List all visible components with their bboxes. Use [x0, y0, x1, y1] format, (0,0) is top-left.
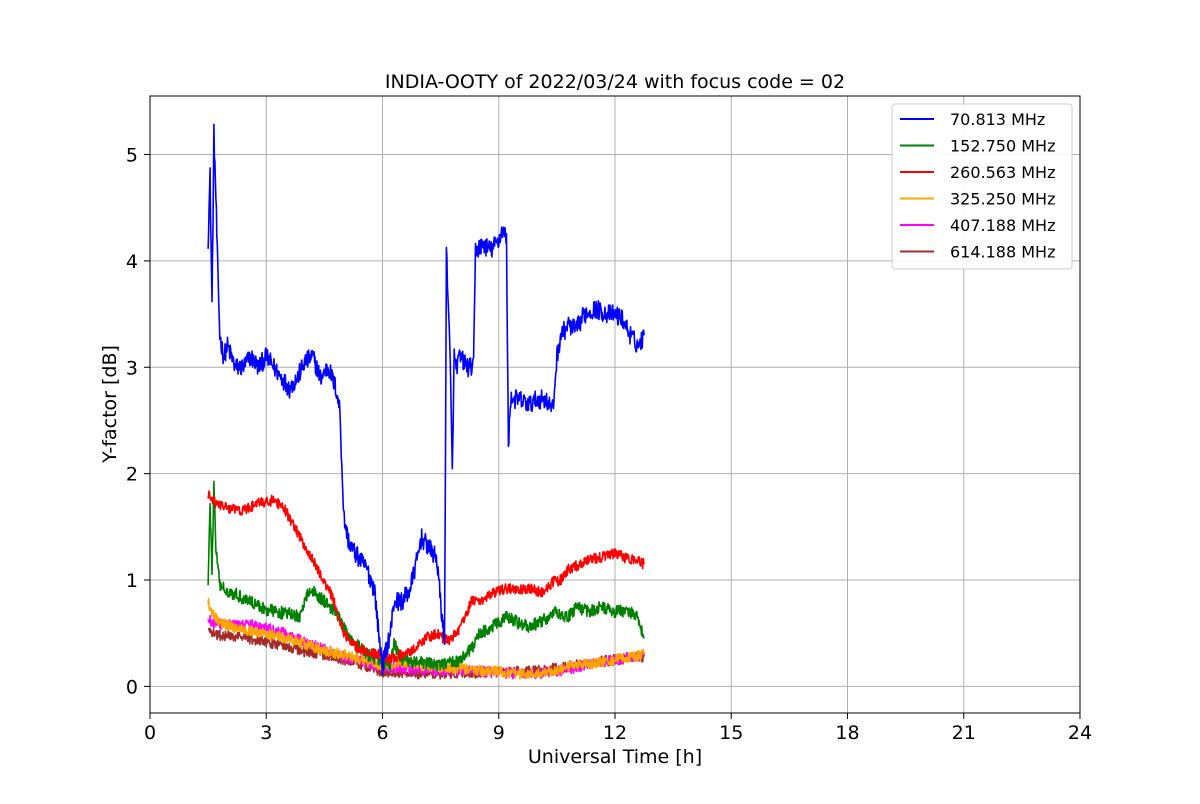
x-axis: 0 3 6 9 12 15 18 21 24: [144, 713, 1092, 744]
legend-label: 614.188 MHz: [950, 243, 1055, 262]
x-tick-label: 21: [952, 722, 976, 744]
y-tick-label: 3: [126, 357, 138, 379]
y-tick-label: 4: [126, 251, 138, 273]
legend-box: [891, 103, 1073, 270]
y-tick-label: 0: [126, 676, 138, 698]
x-tick-label: 0: [144, 722, 156, 744]
x-tick-label: 18: [835, 722, 859, 744]
legend-label: 260.563 MHz: [950, 163, 1055, 182]
x-axis-label: Universal Time [h]: [528, 746, 702, 768]
series-line-1: [207, 480, 645, 672]
series-layer: [207, 123, 645, 680]
chart-title: INDIA-OOTY of 2022/03/24 with focus code…: [385, 71, 845, 93]
legend: 70.813 MHz 152.750 MHz 260.563 MHz 325.250 …: [891, 103, 1073, 270]
x-tick-label: 6: [376, 722, 388, 744]
y-tick-label: 1: [126, 570, 138, 592]
x-tick-label: 3: [260, 722, 272, 744]
x-tick-label: 24: [1068, 722, 1092, 744]
series-line-0: [207, 123, 645, 676]
series-line-2: [207, 490, 645, 665]
legend-label: 70.813 MHz: [950, 110, 1045, 129]
legend-label: 325.250 MHz: [950, 190, 1055, 209]
legend-label: 152.750 MHz: [950, 137, 1055, 156]
legend-label: 407.188 MHz: [950, 216, 1055, 235]
y-tick-label: 5: [126, 145, 138, 167]
x-tick-label: 15: [719, 722, 743, 744]
y-axis-label: Y-factor [dB]: [99, 345, 121, 464]
y-tick-label: 2: [126, 464, 138, 486]
x-tick-label: 9: [493, 722, 505, 744]
y-axis: 0 1 2 3 4 5: [126, 145, 150, 698]
x-tick-label: 12: [603, 722, 627, 744]
